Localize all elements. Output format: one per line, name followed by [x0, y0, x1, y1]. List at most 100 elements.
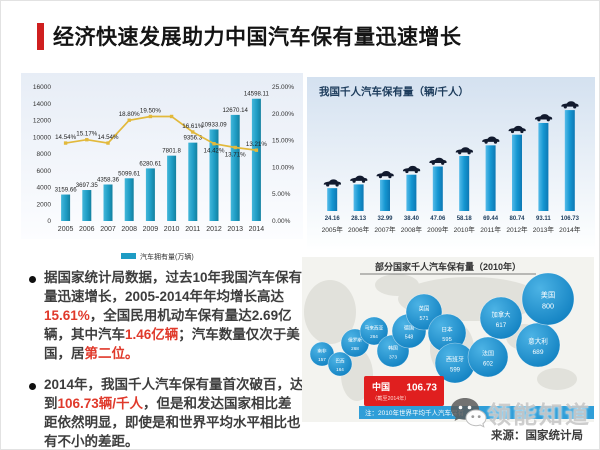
- bubble-country-label: 美国: [541, 291, 555, 300]
- x-axis-label: 2005: [58, 226, 74, 233]
- bubble-country-label: 英国: [419, 305, 430, 313]
- car-icon: [323, 179, 341, 187]
- chart-background: [307, 77, 595, 249]
- country-bubble: [479, 296, 523, 340]
- car-icon: [350, 175, 368, 183]
- y-axis-tick-left: 6000: [37, 168, 52, 175]
- x-axis-label: 2010年: [454, 225, 476, 234]
- car-icon: [508, 125, 526, 134]
- bar: [538, 122, 549, 211]
- bubble-value-label: 268: [351, 346, 359, 351]
- bubble-value-label: 157: [318, 357, 326, 362]
- bar: [230, 114, 240, 221]
- x-axis-label: 2013年: [533, 225, 555, 234]
- y-axis-tick-left: 0: [47, 218, 51, 225]
- line-value-label: 18.80%: [119, 111, 140, 118]
- line-marker: [127, 118, 131, 122]
- bullet-list: 据国家统计局数据，过去10年我国汽车保有量迅速增长，2005-2014年年均增长…: [27, 269, 305, 449]
- bar-value-label: 28.13: [351, 216, 367, 222]
- country-bubble: [521, 272, 575, 326]
- bar: [353, 184, 364, 211]
- y-axis-tick-left: 4000: [37, 185, 52, 192]
- per-thousand-ownership-bar-chart: 我国千人汽车保有量（辆/千人） 24.16 2005年 28.13 2006年 32.99…: [307, 77, 595, 249]
- title-block: 经济快速发展助力中国汽车保有量迅速增长: [37, 21, 462, 51]
- y-axis-tick-right: 10.00%: [272, 164, 294, 171]
- bar: [327, 188, 338, 211]
- y-axis-tick-right: 5.00%: [272, 191, 291, 198]
- bar-value-label: 80.74: [509, 216, 525, 222]
- line-value-label: 19.50%: [140, 107, 161, 114]
- line-value-label: 14.54%: [55, 134, 76, 141]
- bar: [512, 134, 522, 211]
- bar-value-label: 10933.09: [201, 121, 227, 128]
- car-icon: [429, 157, 447, 165]
- y-axis-tick-left: 14000: [33, 101, 51, 108]
- car-icon: [455, 147, 473, 155]
- x-axis-label: 2012: [206, 226, 222, 233]
- bar: [188, 142, 198, 221]
- x-axis-label: 2014年: [559, 225, 581, 234]
- china-highlight-box: [364, 376, 444, 406]
- x-axis-label: 2014: [249, 226, 265, 233]
- bar: [432, 166, 443, 211]
- x-axis-label: 2009年: [427, 225, 449, 234]
- per-thousand-chart-svg: 我国千人汽车保有量（辆/千人） 24.16 2005年 28.13 2006年 32.99…: [307, 77, 595, 249]
- line-marker: [148, 114, 153, 119]
- bubble-country-label: 巴西: [335, 359, 345, 365]
- x-axis-label: 2009: [143, 226, 159, 233]
- line-marker: [169, 114, 174, 119]
- bubble-value-label: 800: [542, 302, 554, 311]
- bar: [380, 179, 390, 211]
- y-axis-tick-left: 2000: [37, 201, 52, 208]
- map-landmass: [304, 280, 356, 344]
- line-value-label: 14.42%: [204, 148, 225, 155]
- bubble-country-label: 西班牙: [446, 356, 464, 364]
- x-axis-label: 2013: [227, 226, 243, 233]
- bubble-chart-svg: 部分国家千人汽车保有量（2010年） 南非 157 巴西 164 俄罗斯 268 马来西亚 26…: [302, 257, 594, 422]
- bullet-item: 2014年，我国千人汽车保有量首次破百，达到106.73辆/千人，但是和发达国家…: [27, 376, 305, 449]
- x-axis-label: 2007: [100, 226, 116, 233]
- y-axis-tick-left: 8000: [37, 151, 52, 158]
- bubble-value-label: 617: [496, 322, 507, 329]
- bullet-dot-icon: [29, 276, 36, 283]
- bar-value-label: 38.40: [404, 216, 420, 222]
- bar: [61, 194, 71, 221]
- x-axis-label: 2012年: [506, 225, 528, 234]
- bubble-value-label: 595: [442, 337, 452, 343]
- bar: [406, 174, 417, 211]
- bubble-value-label: 164: [336, 367, 344, 372]
- bar-value-label: 47.06: [430, 216, 446, 222]
- bubble-country-label: 日本: [441, 326, 453, 334]
- y-axis-tick-left: 16000: [33, 84, 51, 91]
- y-axis-tick-left: 12000: [33, 118, 51, 125]
- map-landmass: [537, 368, 577, 390]
- line-value-label: 15.17%: [76, 131, 97, 138]
- china-value: 106.73: [406, 383, 437, 394]
- car-icon: [482, 136, 500, 144]
- bubble-value-label: 373: [389, 354, 397, 360]
- y-axis-tick-right: 25.00%: [272, 84, 294, 91]
- bar-value-label: 69.44: [483, 216, 499, 222]
- car-ownership-bar-line-chart: 0 2000 4000 6000 8000 10000 12000 14000 16000 0.0…: [21, 73, 303, 265]
- title-accent-bar: [37, 22, 44, 50]
- bubble-value-label: 689: [532, 349, 543, 356]
- bar: [167, 155, 177, 221]
- y-axis-tick-right: 15.00%: [272, 138, 294, 145]
- bar-value-label: 58.18: [457, 216, 473, 222]
- chart-title: 部分国家千人汽车保有量（2010年）: [375, 261, 521, 272]
- bar-value-label: 24.16: [325, 216, 341, 222]
- china-note: （截至2014年）: [372, 394, 409, 402]
- line-marker: [254, 148, 259, 152]
- page-title: 经济快速发展助力中国汽车保有量迅速增长: [53, 26, 462, 49]
- country-bubble: [327, 351, 353, 377]
- y-axis-tick-right: 0.00%: [272, 218, 291, 225]
- country-comparison-bubble-chart: 部分国家千人汽车保有量（2010年） 南非 157 巴西 164 俄罗斯 268 马来西亚 26…: [302, 257, 594, 422]
- legend-swatch: [121, 253, 136, 259]
- legend-label: 汽车拥有量(万辆): [140, 252, 194, 261]
- bullet-dot-icon: [29, 383, 36, 391]
- bubble-value-label: 548: [405, 335, 414, 341]
- bar-value-label: 32.99: [377, 216, 393, 222]
- bar: [145, 168, 155, 221]
- chart-title: 我国千人汽车保有量（辆/千人）: [319, 85, 469, 98]
- y-axis-tick-right: 20.00%: [272, 111, 294, 118]
